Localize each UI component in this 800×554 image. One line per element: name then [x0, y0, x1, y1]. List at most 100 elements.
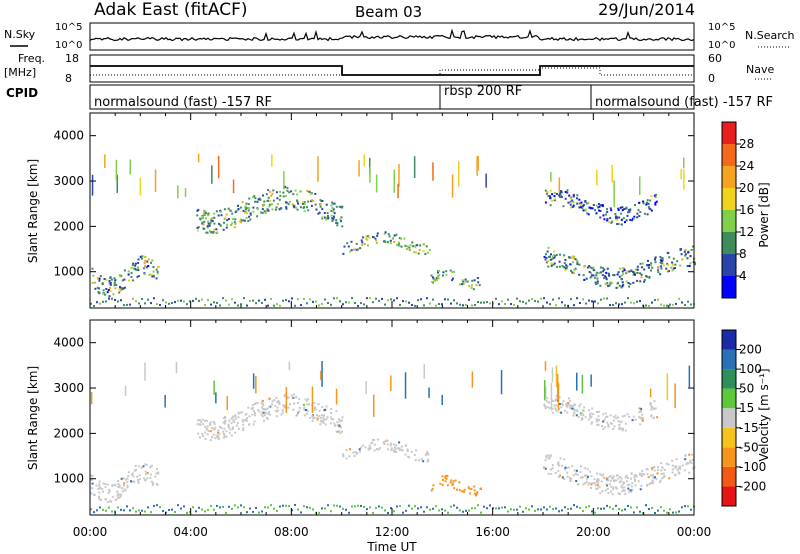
echo-cell: [409, 244, 412, 247]
echo-cell: [229, 224, 232, 226]
echo-cell: [244, 211, 247, 214]
echo-cell: [642, 202, 645, 205]
echo-cell: [371, 442, 374, 444]
echo-cell: [205, 419, 208, 422]
echo-cell: [217, 435, 220, 438]
ground-scatter-cell: [174, 511, 176, 513]
power-colorbar-tick: 28: [739, 137, 754, 151]
colorbar-segment: [722, 466, 736, 487]
echo-streak: [139, 177, 142, 196]
echo-cell: [268, 413, 271, 416]
echo-cell: [615, 486, 617, 489]
echo-cell: [569, 203, 572, 206]
echo-cell: [553, 195, 556, 198]
echo-cell: [254, 402, 257, 405]
echo-cell: [660, 469, 663, 472]
echo-cell: [234, 415, 237, 418]
echo-cell: [296, 208, 299, 211]
echo-cell: [102, 292, 104, 295]
echo-cell: [623, 414, 626, 417]
echo-cell: [557, 463, 560, 465]
echo-cell: [678, 466, 681, 469]
echo-cell: [603, 277, 606, 280]
echo-cell: [626, 484, 629, 487]
echo-cell: [130, 267, 133, 270]
echo-cell: [569, 477, 571, 479]
echo-cell: [152, 270, 155, 273]
echo-cell: [567, 397, 570, 400]
echo-cell: [417, 252, 420, 255]
echo-cell: [340, 426, 342, 429]
echo-streak: [683, 169, 685, 190]
echo-cell: [142, 267, 145, 270]
echo-cell: [544, 189, 547, 192]
echo-cell: [109, 281, 112, 284]
echo-cell: [652, 476, 655, 479]
echo-cell: [142, 465, 145, 468]
echo-cell: [572, 474, 575, 477]
echo-cell: [130, 480, 132, 483]
echo-cell: [250, 407, 253, 410]
echo-cell: [653, 416, 655, 419]
ground-scatter-cell: [666, 304, 668, 307]
ground-scatter-cell: [573, 504, 575, 507]
echo-cell: [561, 402, 564, 405]
ground-scatter-cell: [210, 504, 212, 507]
echo-cell: [641, 262, 644, 265]
ground-scatter-cell: [300, 511, 302, 514]
echo-streak: [596, 170, 598, 186]
echo-cell: [103, 278, 106, 280]
echo-cell: [330, 412, 333, 414]
echo-cell: [91, 281, 94, 284]
echo-cell: [598, 272, 601, 275]
echo-cell: [556, 410, 559, 413]
echo-cell: [267, 196, 270, 199]
echo-cell: [92, 493, 95, 496]
echo-cell: [336, 224, 339, 227]
echo-cell: [615, 479, 618, 482]
echo-cell: [223, 427, 226, 430]
echo-cell: [261, 400, 264, 403]
echo-cell: [356, 248, 359, 251]
echo-cell: [147, 258, 150, 261]
ground-scatter-cell: [336, 504, 338, 507]
echo-cell: [198, 423, 201, 426]
echo-cell: [451, 271, 454, 274]
echo-cell: [640, 273, 643, 276]
echo-cell: [333, 202, 336, 205]
ground-scatter-cell: [441, 508, 443, 511]
echo-cell: [646, 199, 649, 202]
echo-cell: [266, 412, 269, 415]
echo-cell: [406, 245, 409, 248]
ground-scatter-cell: [555, 507, 557, 510]
echo-cell: [684, 454, 687, 457]
echo-cell: [430, 274, 433, 277]
echo-cell: [608, 476, 611, 479]
echo-cell: [145, 266, 148, 269]
echo-cell: [632, 281, 635, 284]
ground-scatter-cell: [456, 506, 458, 509]
echo-cell: [588, 271, 591, 273]
echo-cell: [569, 197, 572, 200]
echo-cell: [217, 438, 220, 441]
ground-scatter-cell: [558, 297, 560, 300]
echo-cell: [458, 481, 461, 484]
echo-cell: [579, 471, 582, 473]
echo-cell: [345, 457, 348, 460]
echo-cell: [543, 403, 546, 406]
echo-cell: [149, 466, 152, 469]
echo-cell: [397, 241, 400, 244]
echo-cell: [213, 212, 216, 215]
echo-cell: [606, 484, 609, 487]
echo-cell: [347, 245, 350, 248]
echo-cell: [613, 479, 616, 482]
ground-scatter-cell: [624, 301, 626, 304]
echo-cell: [406, 450, 409, 453]
echo-cell: [633, 217, 636, 220]
echo-cell: [407, 455, 409, 458]
echo-streak: [285, 387, 288, 413]
echo-cell: [306, 410, 309, 413]
echo-cell: [339, 206, 342, 209]
echo-cell: [547, 260, 550, 263]
echo-cell: [643, 473, 645, 476]
